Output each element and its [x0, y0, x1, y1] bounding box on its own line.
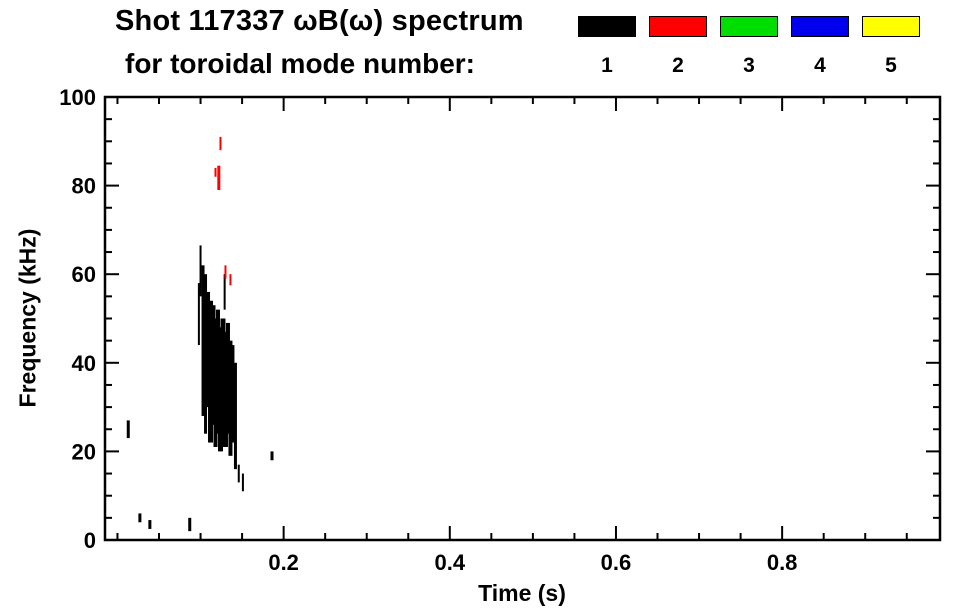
data-segment-mode-1 — [197, 283, 200, 346]
data-segment-mode-1 — [223, 274, 226, 310]
data-segment-mode-1 — [126, 420, 130, 439]
data-segment-mode-1 — [204, 274, 208, 434]
x-tick-label: 0.2 — [268, 550, 299, 575]
y-tick-label: 80 — [72, 174, 96, 199]
data-segment-mode-2 — [217, 165, 221, 191]
data-segment-mode-1 — [222, 331, 228, 447]
plot-subtitle: for toroidal mode number: — [125, 48, 475, 79]
legend-labels: 1 2 3 4 5 — [578, 54, 920, 78]
plot-frame — [103, 95, 942, 542]
data-segment-mode-1 — [237, 464, 240, 483]
x-tick-label: 0.8 — [767, 550, 798, 575]
data-segment-mode-2 — [229, 274, 232, 286]
legend-swatch-mode-3 — [720, 16, 778, 37]
data-segment-mode-1 — [188, 517, 192, 532]
legend-label-mode-2: 2 — [672, 54, 684, 77]
data-segment-mode-1 — [148, 520, 152, 529]
data-segment-mode-1 — [233, 362, 237, 470]
data-segment-mode-1 — [225, 322, 230, 434]
x-axis-title: Time (s) — [478, 580, 566, 606]
data-segment-mode-1 — [213, 318, 218, 447]
data-segment-mode-1 — [138, 513, 142, 523]
data-segment-mode-1 — [231, 345, 235, 443]
data-segment-mode-1 — [228, 340, 233, 456]
data-segment-mode-1 — [201, 265, 205, 416]
x-tick-label: 0.4 — [435, 550, 466, 575]
plot-title: Shot 117337 ωB(ω) spectrum — [115, 5, 524, 37]
legend-label-mode-1: 1 — [601, 54, 613, 77]
y-tick-label: 0 — [84, 528, 96, 553]
data-segment-mode-1 — [199, 245, 202, 297]
data-segment-mode-2 — [219, 136, 222, 151]
data-segment-mode-1 — [210, 305, 216, 425]
y-tick-label: 40 — [72, 351, 96, 376]
x-tick-label: 0.6 — [601, 550, 632, 575]
data-segment-mode-1 — [241, 473, 244, 492]
legend-swatch-mode-4 — [791, 16, 849, 37]
data-segment-mode-2 — [224, 265, 227, 279]
legend-label-mode-4: 4 — [814, 54, 826, 77]
legend — [578, 16, 920, 37]
y-tick-label: 20 — [72, 439, 96, 464]
legend-label-mode-3: 3 — [743, 54, 755, 77]
y-tick-label: 100 — [59, 85, 96, 110]
legend-swatch-mode-1 — [578, 16, 636, 37]
legend-label-mode-5: 5 — [885, 54, 897, 77]
legend-swatch-mode-2 — [649, 16, 707, 37]
data-segment-mode-1 — [270, 451, 274, 461]
data-segment-mode-2 — [214, 167, 217, 177]
y-tick-label: 60 — [72, 262, 96, 287]
legend-swatch-mode-5 — [862, 16, 920, 37]
